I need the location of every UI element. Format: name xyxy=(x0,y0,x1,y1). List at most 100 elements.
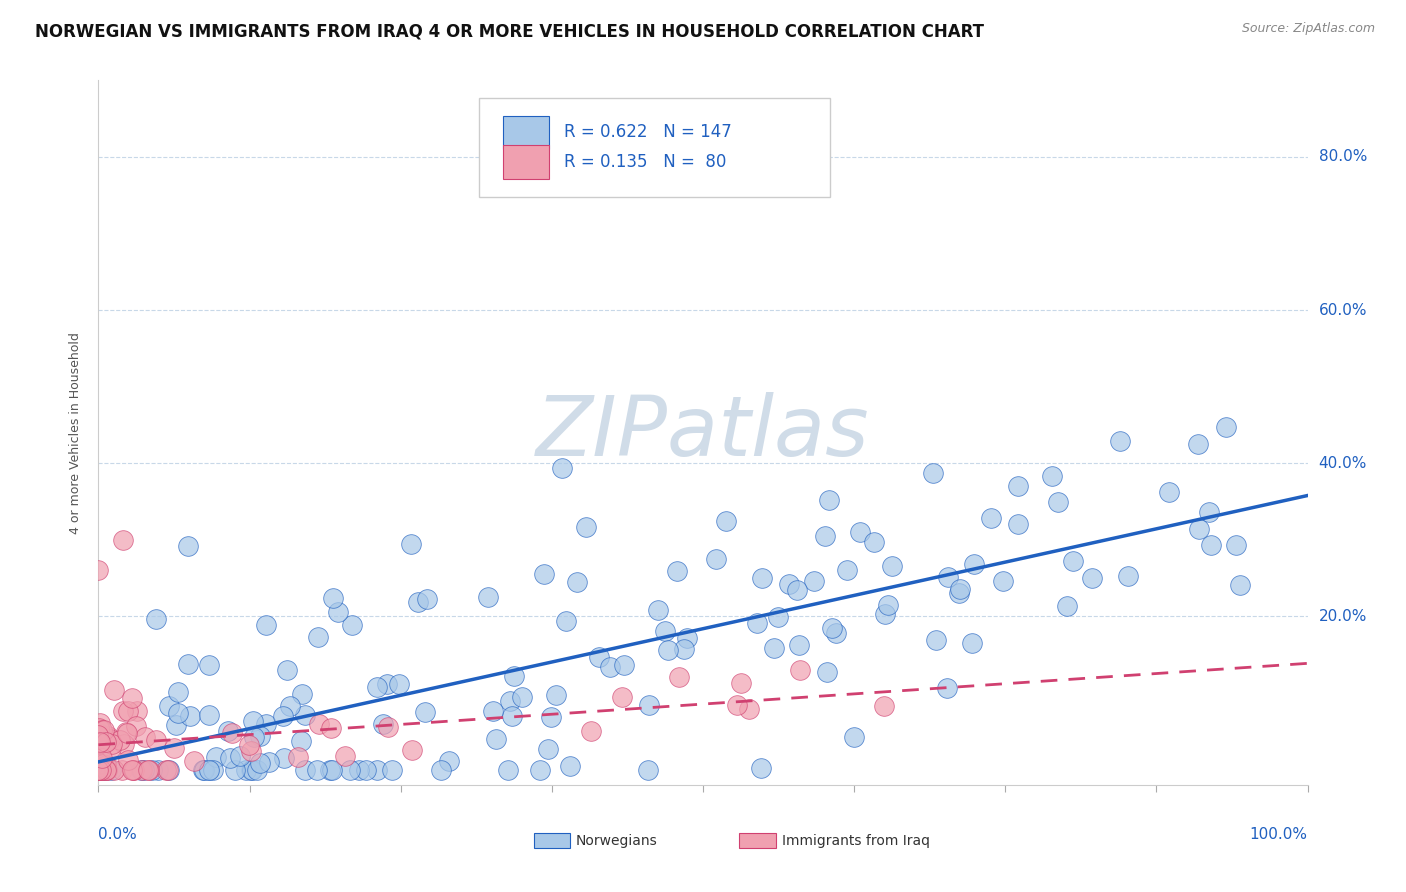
Point xyxy=(319,721,342,735)
Point xyxy=(198,707,221,722)
Point xyxy=(89,735,111,749)
Bar xyxy=(503,116,550,149)
Point xyxy=(103,763,125,777)
Point xyxy=(727,698,749,712)
Point xyxy=(87,763,110,777)
Point xyxy=(111,533,134,547)
Point xyxy=(675,631,697,645)
Point xyxy=(1056,599,1078,613)
Point xyxy=(246,763,269,777)
Point xyxy=(96,763,118,777)
Point xyxy=(238,738,260,752)
Point xyxy=(167,684,190,698)
Point xyxy=(90,751,112,765)
Point xyxy=(198,657,221,672)
Point xyxy=(714,514,737,528)
Point xyxy=(145,732,167,747)
Point xyxy=(647,603,669,617)
Point xyxy=(94,763,117,777)
Point xyxy=(1007,479,1029,493)
Point xyxy=(485,731,508,746)
Point xyxy=(704,552,727,566)
Point xyxy=(477,590,499,604)
Point xyxy=(565,575,588,590)
Point xyxy=(125,719,148,733)
Point xyxy=(87,726,110,740)
Point xyxy=(817,493,839,508)
Point xyxy=(413,705,436,719)
Point xyxy=(745,615,768,630)
Point xyxy=(638,698,661,712)
Point xyxy=(388,676,411,690)
Point xyxy=(550,460,572,475)
Point xyxy=(665,564,688,578)
Point xyxy=(730,676,752,690)
Point xyxy=(129,763,152,777)
Point xyxy=(768,610,790,624)
Point xyxy=(93,723,115,737)
Point xyxy=(294,763,316,777)
Point xyxy=(240,744,263,758)
Point xyxy=(243,730,266,744)
Point xyxy=(991,574,1014,588)
Point xyxy=(94,758,117,772)
Text: R = 0.622   N = 147: R = 0.622 N = 147 xyxy=(564,123,731,142)
Point xyxy=(366,680,388,694)
Point xyxy=(127,704,149,718)
Point xyxy=(849,525,872,540)
Point xyxy=(1225,538,1247,552)
Text: 40.0%: 40.0% xyxy=(1319,456,1367,471)
Point xyxy=(93,763,115,777)
Point xyxy=(254,618,277,632)
Point xyxy=(537,742,560,756)
Point xyxy=(136,763,159,777)
Point xyxy=(416,591,439,606)
Point xyxy=(121,691,143,706)
Point xyxy=(177,657,200,672)
Point xyxy=(198,763,221,777)
Point xyxy=(155,763,177,777)
Text: R = 0.135   N =  80: R = 0.135 N = 80 xyxy=(564,153,727,171)
Point xyxy=(540,710,562,724)
Point xyxy=(89,716,111,731)
Point xyxy=(294,708,316,723)
FancyBboxPatch shape xyxy=(479,98,830,196)
Point xyxy=(1007,516,1029,531)
Point xyxy=(148,763,170,777)
Point xyxy=(738,701,761,715)
Point xyxy=(347,763,370,777)
Point xyxy=(786,582,808,597)
Point xyxy=(287,750,309,764)
Point xyxy=(406,595,429,609)
Point xyxy=(134,730,156,744)
Point xyxy=(89,763,111,777)
Point xyxy=(429,763,451,777)
Text: Norwegians: Norwegians xyxy=(576,834,658,847)
Text: 0.0%: 0.0% xyxy=(98,827,138,842)
Text: 20.0%: 20.0% xyxy=(1319,609,1367,624)
Point xyxy=(87,737,110,751)
Point xyxy=(101,737,124,751)
Point xyxy=(789,663,811,677)
Point xyxy=(98,732,121,747)
Text: Source: ZipAtlas.com: Source: ZipAtlas.com xyxy=(1241,22,1375,36)
Point xyxy=(157,763,180,777)
Point xyxy=(558,759,581,773)
Point xyxy=(381,763,404,777)
Point xyxy=(599,659,621,673)
Point xyxy=(87,564,110,578)
Point xyxy=(925,633,948,648)
Point xyxy=(326,605,349,619)
Point xyxy=(963,557,986,571)
Point xyxy=(254,717,277,731)
Point xyxy=(544,688,567,702)
Point xyxy=(610,690,633,705)
Point xyxy=(1229,578,1251,592)
Point xyxy=(533,566,555,581)
Point xyxy=(863,535,886,549)
Point xyxy=(121,763,143,777)
Point xyxy=(163,741,186,756)
Point xyxy=(240,763,263,777)
Point xyxy=(91,763,114,777)
Point xyxy=(94,735,117,749)
